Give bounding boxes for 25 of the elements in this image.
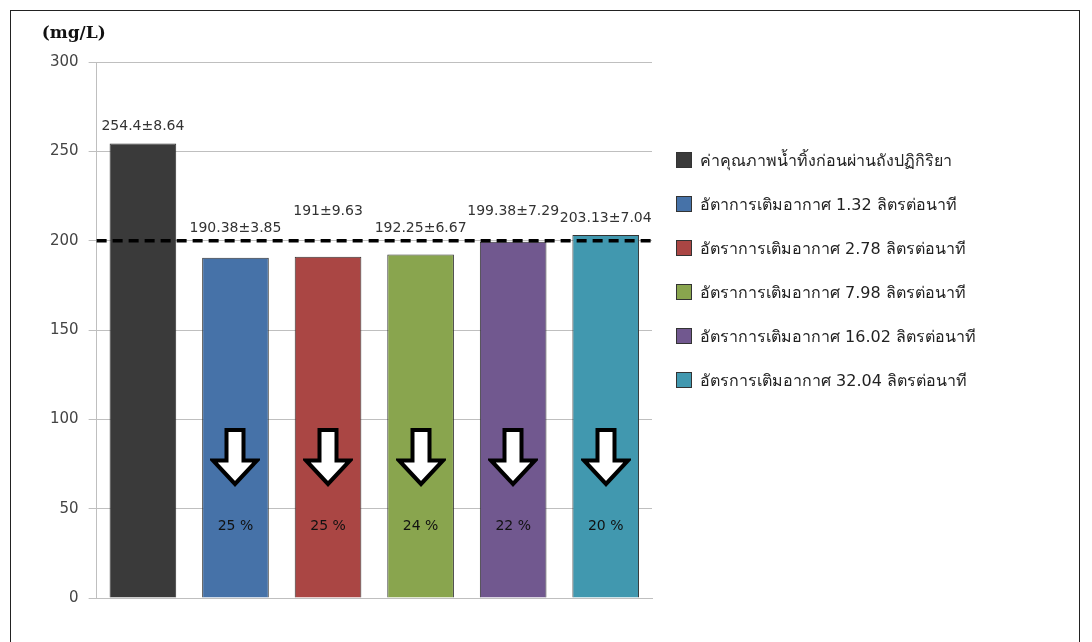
legend-label: อัตราการเติมอากาศ 7.98 ลิตรต่อนาที xyxy=(700,281,966,304)
annotation: 20 % xyxy=(587,517,624,534)
data-label: 254.4±8.64 xyxy=(101,117,185,134)
legend-label: อัตราการเติมอากาศ 2.78 ลิตรต่อนาที xyxy=(700,237,966,260)
y-tick-label: 150 xyxy=(49,319,79,338)
data-label: 203.13±7.04 xyxy=(559,208,652,225)
legend-label: อัตาการเติมอากาศ 1.32 ลิตรต่อนาที xyxy=(700,193,957,216)
y-tick-label: 200 xyxy=(49,230,79,249)
legend-label: ค่าคุณภาพน้ำทิ้งก่อนผ่านถังปฏิกิริยา xyxy=(700,148,952,173)
y-tick-label: 300 xyxy=(49,51,79,70)
data-label: 192.25±6.67 xyxy=(374,219,467,236)
y-tick-label: 250 xyxy=(49,141,79,160)
annotation: 25 % xyxy=(310,517,346,534)
y-tick-label: 50 xyxy=(59,498,79,517)
y-axis-title: (mg/L) xyxy=(41,22,106,42)
legend-label: อัตราการเติมอากาศ 16.02 ลิตรต่อนาที xyxy=(700,325,976,348)
y-tick-label: 100 xyxy=(49,409,79,428)
data-label: 191±9.63 xyxy=(293,202,363,219)
y-tick-label: 0 xyxy=(69,587,79,606)
annotation: 24 % xyxy=(402,517,439,534)
data-label: 199.38±7.29 xyxy=(467,202,560,219)
annotation: 25 % xyxy=(217,517,254,534)
annotation: 22 % xyxy=(495,517,531,534)
data-label: 190.38±3.85 xyxy=(189,219,282,236)
legend-label: อัตรการเติมอากาศ 32.04 ลิตรต่อนาที xyxy=(700,369,967,392)
